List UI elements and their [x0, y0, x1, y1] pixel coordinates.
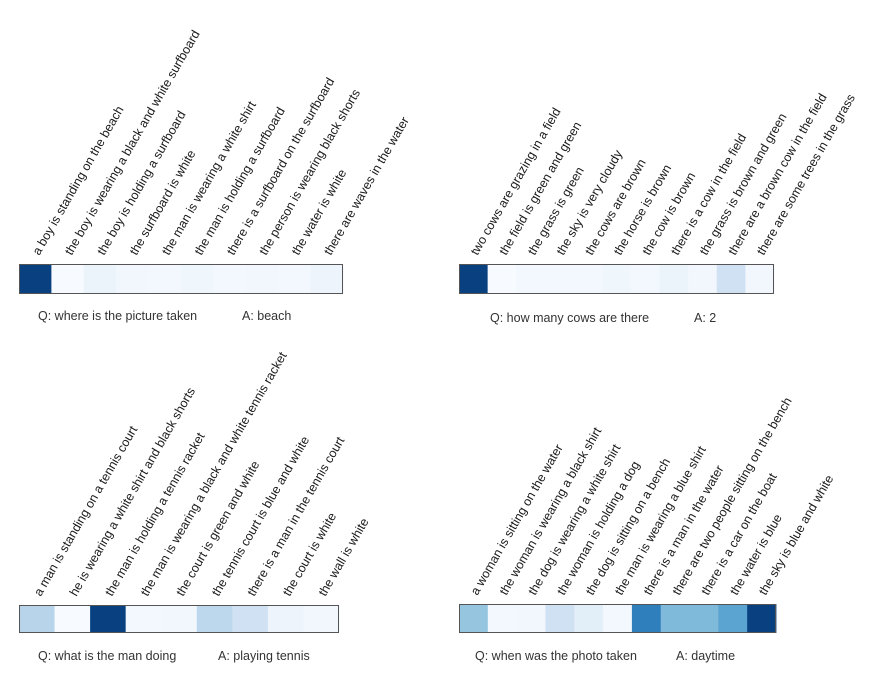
heatmap-cell — [689, 604, 719, 633]
heatmap-cell — [745, 264, 775, 294]
heatmap-border — [459, 264, 774, 294]
question-label: Q: what is the man doing — [38, 649, 176, 663]
heatmap-cell — [459, 264, 489, 294]
heatmap-cell — [232, 605, 269, 633]
heatmap-cell — [54, 605, 91, 633]
heatmap-cell — [631, 604, 662, 633]
heatmap-cell — [660, 604, 690, 633]
heatmap-cell — [116, 264, 149, 294]
heatmap-cell — [125, 605, 162, 633]
heatmap-cell — [278, 264, 311, 294]
heatmap-border — [19, 264, 343, 294]
heatmap-border — [459, 604, 776, 633]
heatmap-cell — [303, 605, 340, 633]
heatmap-cell — [245, 264, 279, 294]
heatmap-cell — [630, 264, 660, 294]
heatmap-cell — [310, 264, 344, 294]
answer-label: A: daytime — [676, 649, 735, 663]
heatmap-cell — [196, 605, 233, 633]
heatmap-cell — [545, 604, 575, 633]
heatmap-cell — [267, 605, 304, 633]
heatmap-cell — [51, 264, 85, 294]
answer-label: A: beach — [242, 309, 291, 323]
heatmap-cell — [688, 264, 718, 294]
question-label: Q: when was the photo taken — [475, 649, 637, 663]
heatmap-cell — [516, 604, 546, 633]
answer-label: A: playing tennis — [218, 649, 310, 663]
question-label: Q: how many cows are there — [490, 311, 649, 325]
answer-label: A: 2 — [694, 311, 716, 325]
heatmap-cell — [19, 264, 52, 294]
heatmap-cell — [516, 264, 546, 294]
heatmap-cell — [573, 264, 603, 294]
heatmap-cell — [487, 604, 518, 633]
heatmap-cell — [487, 264, 517, 294]
heatmap-cell — [716, 264, 746, 294]
question-label: Q: where is the picture taken — [38, 309, 197, 323]
heatmap-cell — [602, 264, 632, 294]
heatmap-cell — [747, 604, 777, 633]
heatmap-cell — [161, 605, 198, 633]
heatmap-cell — [90, 605, 127, 633]
heatmap-cell — [181, 264, 214, 294]
heatmap-border — [19, 605, 339, 633]
heatmap-cell — [213, 264, 247, 294]
heatmap-cell — [603, 604, 633, 633]
heatmap-cell — [148, 264, 182, 294]
heatmap-cell — [659, 264, 689, 294]
heatmap-cell — [718, 604, 748, 633]
heatmap-cell — [83, 264, 117, 294]
heatmap-cell — [544, 264, 574, 294]
heatmap-cell — [459, 604, 489, 633]
heatmap-cell — [19, 605, 55, 633]
heatmap-cell — [574, 604, 604, 633]
